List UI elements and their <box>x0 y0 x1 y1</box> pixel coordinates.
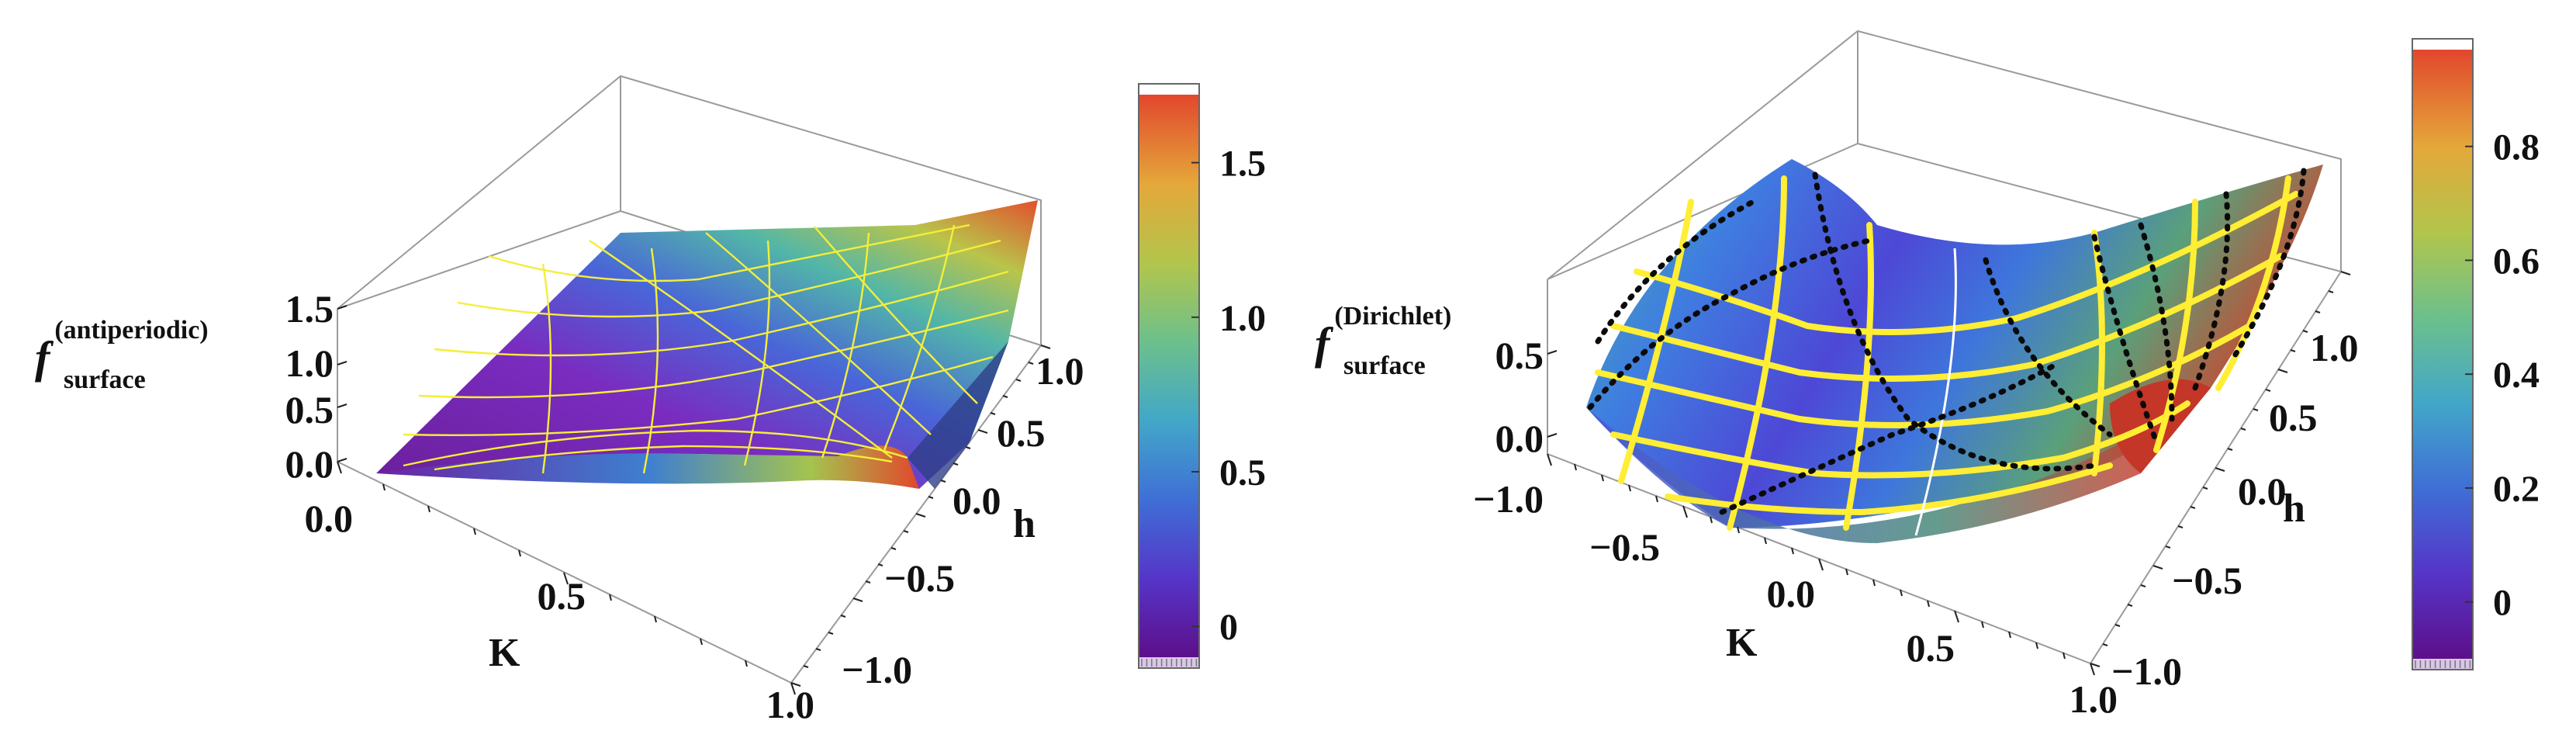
colorbar-tick-label: 1.5 <box>1219 144 1266 185</box>
chart-2-h-tick-4: 1.0 <box>2310 326 2359 369</box>
chart-1-k-axis: 0.0 0.5 1.0 K <box>305 461 815 726</box>
chart-2-colorbar-ticks: 0 0.2 0.4 0.6 0.8 <box>2415 127 2540 668</box>
chart-2-colorbar-gradient <box>2412 50 2473 659</box>
chart-2-h-tick-3: 0.5 <box>2269 396 2318 439</box>
chart-2-k-label: K <box>1726 621 1758 665</box>
chart-2-h-tick-2: 0.0 <box>2238 469 2287 513</box>
chart-2: 0.0 0.5 f(Dirichlet) surface <box>1315 29 2540 721</box>
chart-1-z-tick-1: 0.5 <box>285 388 334 431</box>
chart-1-k-tick-1: 0.5 <box>538 574 586 618</box>
chart-1: 0.0 0.5 1.0 1.5 f(antiperiodic) surface <box>35 74 1266 726</box>
chart-1-colorbar-ticks: 0 0.5 1.0 1.5 <box>1141 144 1266 667</box>
chart-2-h-tick-1: −0.5 <box>2172 559 2242 602</box>
chart-2-dotted-contours <box>1587 168 2307 515</box>
chart-1-h-tick-3: 0.5 <box>997 411 1046 455</box>
chart-2-h-axis: −1.0 −0.5 0.0 0.5 1.0 h <box>2090 271 2359 693</box>
chart-2-colorbar: 0 0.2 0.4 0.6 0.8 <box>2412 38 2540 670</box>
colorbar-tick-label: 0 <box>2493 583 2512 624</box>
chart-2-h-label: h <box>2283 487 2305 531</box>
chart-1-z-tick-3: 1.5 <box>285 287 334 331</box>
chart-2-z-tick-0: 0.0 <box>1495 417 1544 460</box>
chart-1-colorbar: 0 0.5 1.0 1.5 <box>1138 83 1266 669</box>
chart-2-white-lines <box>1914 248 1957 536</box>
chart-2-surface <box>1586 159 2323 543</box>
chart-1-z-tick-2: 1.0 <box>285 341 334 385</box>
chart-2-k-tick-2: 0.0 <box>1767 572 1816 615</box>
chart-1-z-axis: 0.0 0.5 1.0 1.5 f(antiperiodic) surface <box>35 287 348 486</box>
chart-2-k-tick-1: −0.5 <box>1589 525 1660 569</box>
chart-1-colorbar-gradient <box>1139 95 1199 657</box>
chart-1-h-axis: −1.0 −0.5 0.0 0.5 1.0 h <box>790 345 1084 691</box>
chart-2-k-tick-3: 0.5 <box>1907 626 1955 670</box>
chart-1-h-tick-1: −0.5 <box>884 556 955 600</box>
chart-1-k-tick-2: 1.0 <box>766 683 815 726</box>
chart-1-contours <box>403 223 1009 474</box>
colorbar-tick-label: 0.4 <box>2493 355 2540 396</box>
chart-1-h-tick-0: −1.0 <box>842 648 912 691</box>
chart-2-z-label-subscript: surface <box>1343 352 1426 380</box>
colorbar-tick-label: 0.5 <box>1219 452 1266 494</box>
colorbar-tick-label: 1.0 <box>1219 298 1266 339</box>
chart-1-k-label: K <box>489 631 520 675</box>
colorbar-tick-label: 0.6 <box>2493 241 2540 282</box>
colorbar-tick-label: 0.2 <box>2493 469 2540 510</box>
chart-2-z-tick-1: 0.5 <box>1495 334 1544 377</box>
chart-1-h-tick-4: 1.0 <box>1036 349 1084 393</box>
chart-1-h-tick-2: 0.0 <box>953 479 1001 522</box>
chart-1-z-tick-0: 0.0 <box>285 442 334 486</box>
chart-1-z-label-subscript: surface <box>64 365 146 394</box>
colorbar-tick-label: 0 <box>1219 607 1238 648</box>
colorbar-tick-label: 0.8 <box>2493 127 2540 168</box>
chart-2-k-tick-4: 1.0 <box>2069 677 2118 721</box>
chart-1-k-tick-0: 0.0 <box>305 497 354 540</box>
chart-2-h-tick-0: −1.0 <box>2111 649 2182 693</box>
chart-2-k-axis: −1.0 −0.5 0.0 0.5 1.0 K <box>1473 453 2118 721</box>
chart-2-z-axis: 0.0 0.5 f(Dirichlet) surface <box>1315 302 1558 460</box>
chart-1-h-label: h <box>1013 502 1036 546</box>
chart-2-k-tick-0: −1.0 <box>1473 477 1544 521</box>
